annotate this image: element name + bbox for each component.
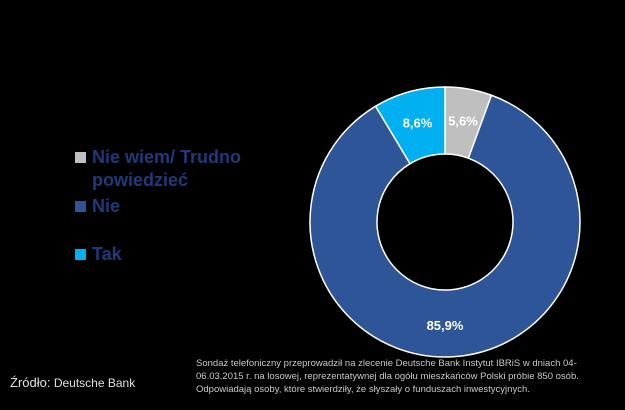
legend-item-nie: Nie bbox=[75, 195, 305, 218]
legend-swatch-nie-wiem bbox=[75, 152, 86, 163]
source-value: Deutsche Bank bbox=[53, 376, 136, 390]
legend-item-tak: Tak bbox=[75, 243, 305, 266]
data-label-tak: 8,6% bbox=[403, 116, 433, 131]
legend: Nie wiem/ Trudno powiedzieć Nie Tak bbox=[75, 146, 305, 266]
legend-label-tak: Tak bbox=[92, 244, 122, 264]
legend-label-nie-wiem: Nie wiem/ Trudno powiedzieć bbox=[92, 147, 242, 190]
slice-nie bbox=[309, 94, 581, 358]
data-label-nie: 85,9% bbox=[427, 318, 464, 333]
legend-swatch-nie bbox=[75, 201, 86, 212]
source-label: Źródło: bbox=[10, 375, 51, 390]
legend-label-nie: Nie bbox=[92, 196, 121, 216]
source: Źródło: Deutsche Bank bbox=[10, 375, 135, 390]
legend-item-nie-wiem: Nie wiem/ Trudno powiedzieć bbox=[75, 146, 305, 192]
legend-swatch-tak bbox=[75, 249, 86, 260]
data-label-nie-wiem: 5,6% bbox=[448, 114, 478, 129]
survey-note: Sondaż telefoniczny przeprowadził na zle… bbox=[196, 358, 579, 395]
slice-tak bbox=[374, 86, 446, 165]
